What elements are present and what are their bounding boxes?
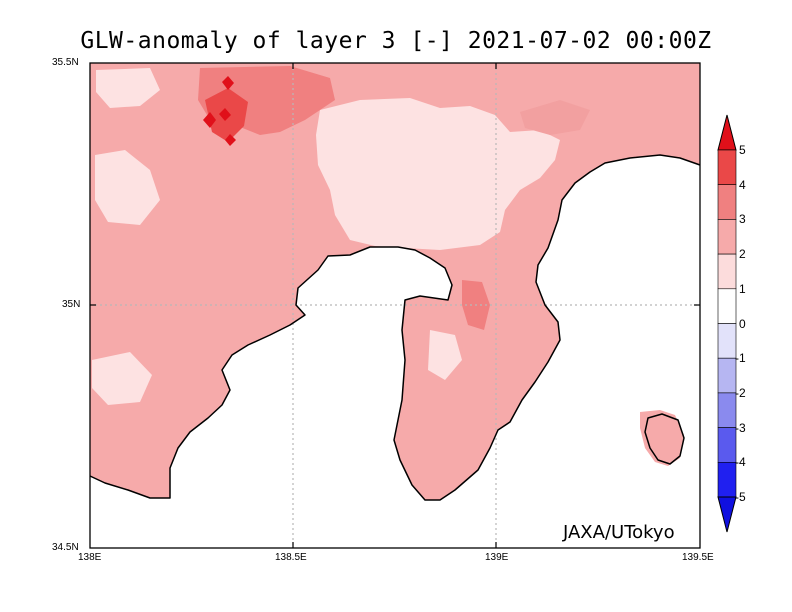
- colorbar-label: 3: [739, 212, 746, 227]
- colorbar-segment: [717, 219, 737, 255]
- colorbar-top-arrow: [717, 114, 737, 151]
- colorbar-segment: [717, 323, 737, 359]
- coastline-island: [644, 413, 685, 465]
- gridlines: [90, 63, 700, 548]
- colorbar-label: -4: [735, 455, 746, 470]
- mid-patch-tokyo: [520, 100, 590, 135]
- colorbar-label: -2: [735, 385, 746, 400]
- credit-label: JAXA/UTokyo: [563, 522, 675, 543]
- light-patch-west: [95, 150, 160, 225]
- tick-marks: [90, 63, 700, 548]
- colorbar: [717, 114, 737, 533]
- coastlines: [89, 154, 701, 501]
- y-tick-35N: 35N: [62, 299, 81, 310]
- y-tick-34.5N: 34.5N: [52, 542, 79, 553]
- peak-spot-1: [203, 112, 216, 128]
- light-patch-peninsula: [428, 330, 462, 380]
- colorbar-label: 5: [739, 143, 746, 157]
- colorbar-segment: [717, 288, 737, 324]
- light-patch-northwest: [96, 68, 160, 108]
- coastline-mainland: [89, 154, 701, 501]
- x-tick-138E: 138E: [78, 552, 102, 563]
- peak-spot-2: [219, 108, 231, 121]
- colorbar-label: -5: [735, 490, 746, 504]
- land-anomaly-island: [640, 410, 684, 466]
- land-anomaly-northern-mainland: [90, 63, 700, 500]
- peak-spot-3: [225, 134, 236, 146]
- colorbar-segment: [717, 149, 737, 186]
- colorbar-bottom-arrow: [717, 496, 737, 533]
- peak-spot-4: [222, 76, 234, 90]
- light-patch-central: [316, 98, 560, 250]
- x-tick-139E: 139E: [485, 552, 509, 563]
- colorbar-label: 2: [739, 247, 746, 262]
- colorbar-label: 4: [739, 177, 746, 192]
- colorbar-segment: [717, 357, 737, 394]
- colorbar-label: -1: [735, 351, 746, 366]
- colorbar-segment: [717, 461, 737, 498]
- colorbar-label: 0: [739, 316, 746, 331]
- colorbar-label: -3: [735, 420, 746, 435]
- light-patch-southwest: [92, 352, 152, 405]
- colorbar-segment: [717, 253, 737, 290]
- colorbar-segment: [717, 392, 737, 428]
- map-title: GLW-anomaly of layer 3 [-] 2021-07-02 00…: [80, 28, 712, 54]
- x-tick-139.5E: 139.5E: [682, 552, 714, 563]
- colorbar-segment: [717, 184, 737, 220]
- colorbar-segment: [717, 427, 737, 463]
- y-tick-35.5N: 35.5N: [52, 57, 79, 68]
- colorbar-label: 1: [739, 281, 746, 296]
- x-tick-138.5E: 138.5E: [275, 552, 307, 563]
